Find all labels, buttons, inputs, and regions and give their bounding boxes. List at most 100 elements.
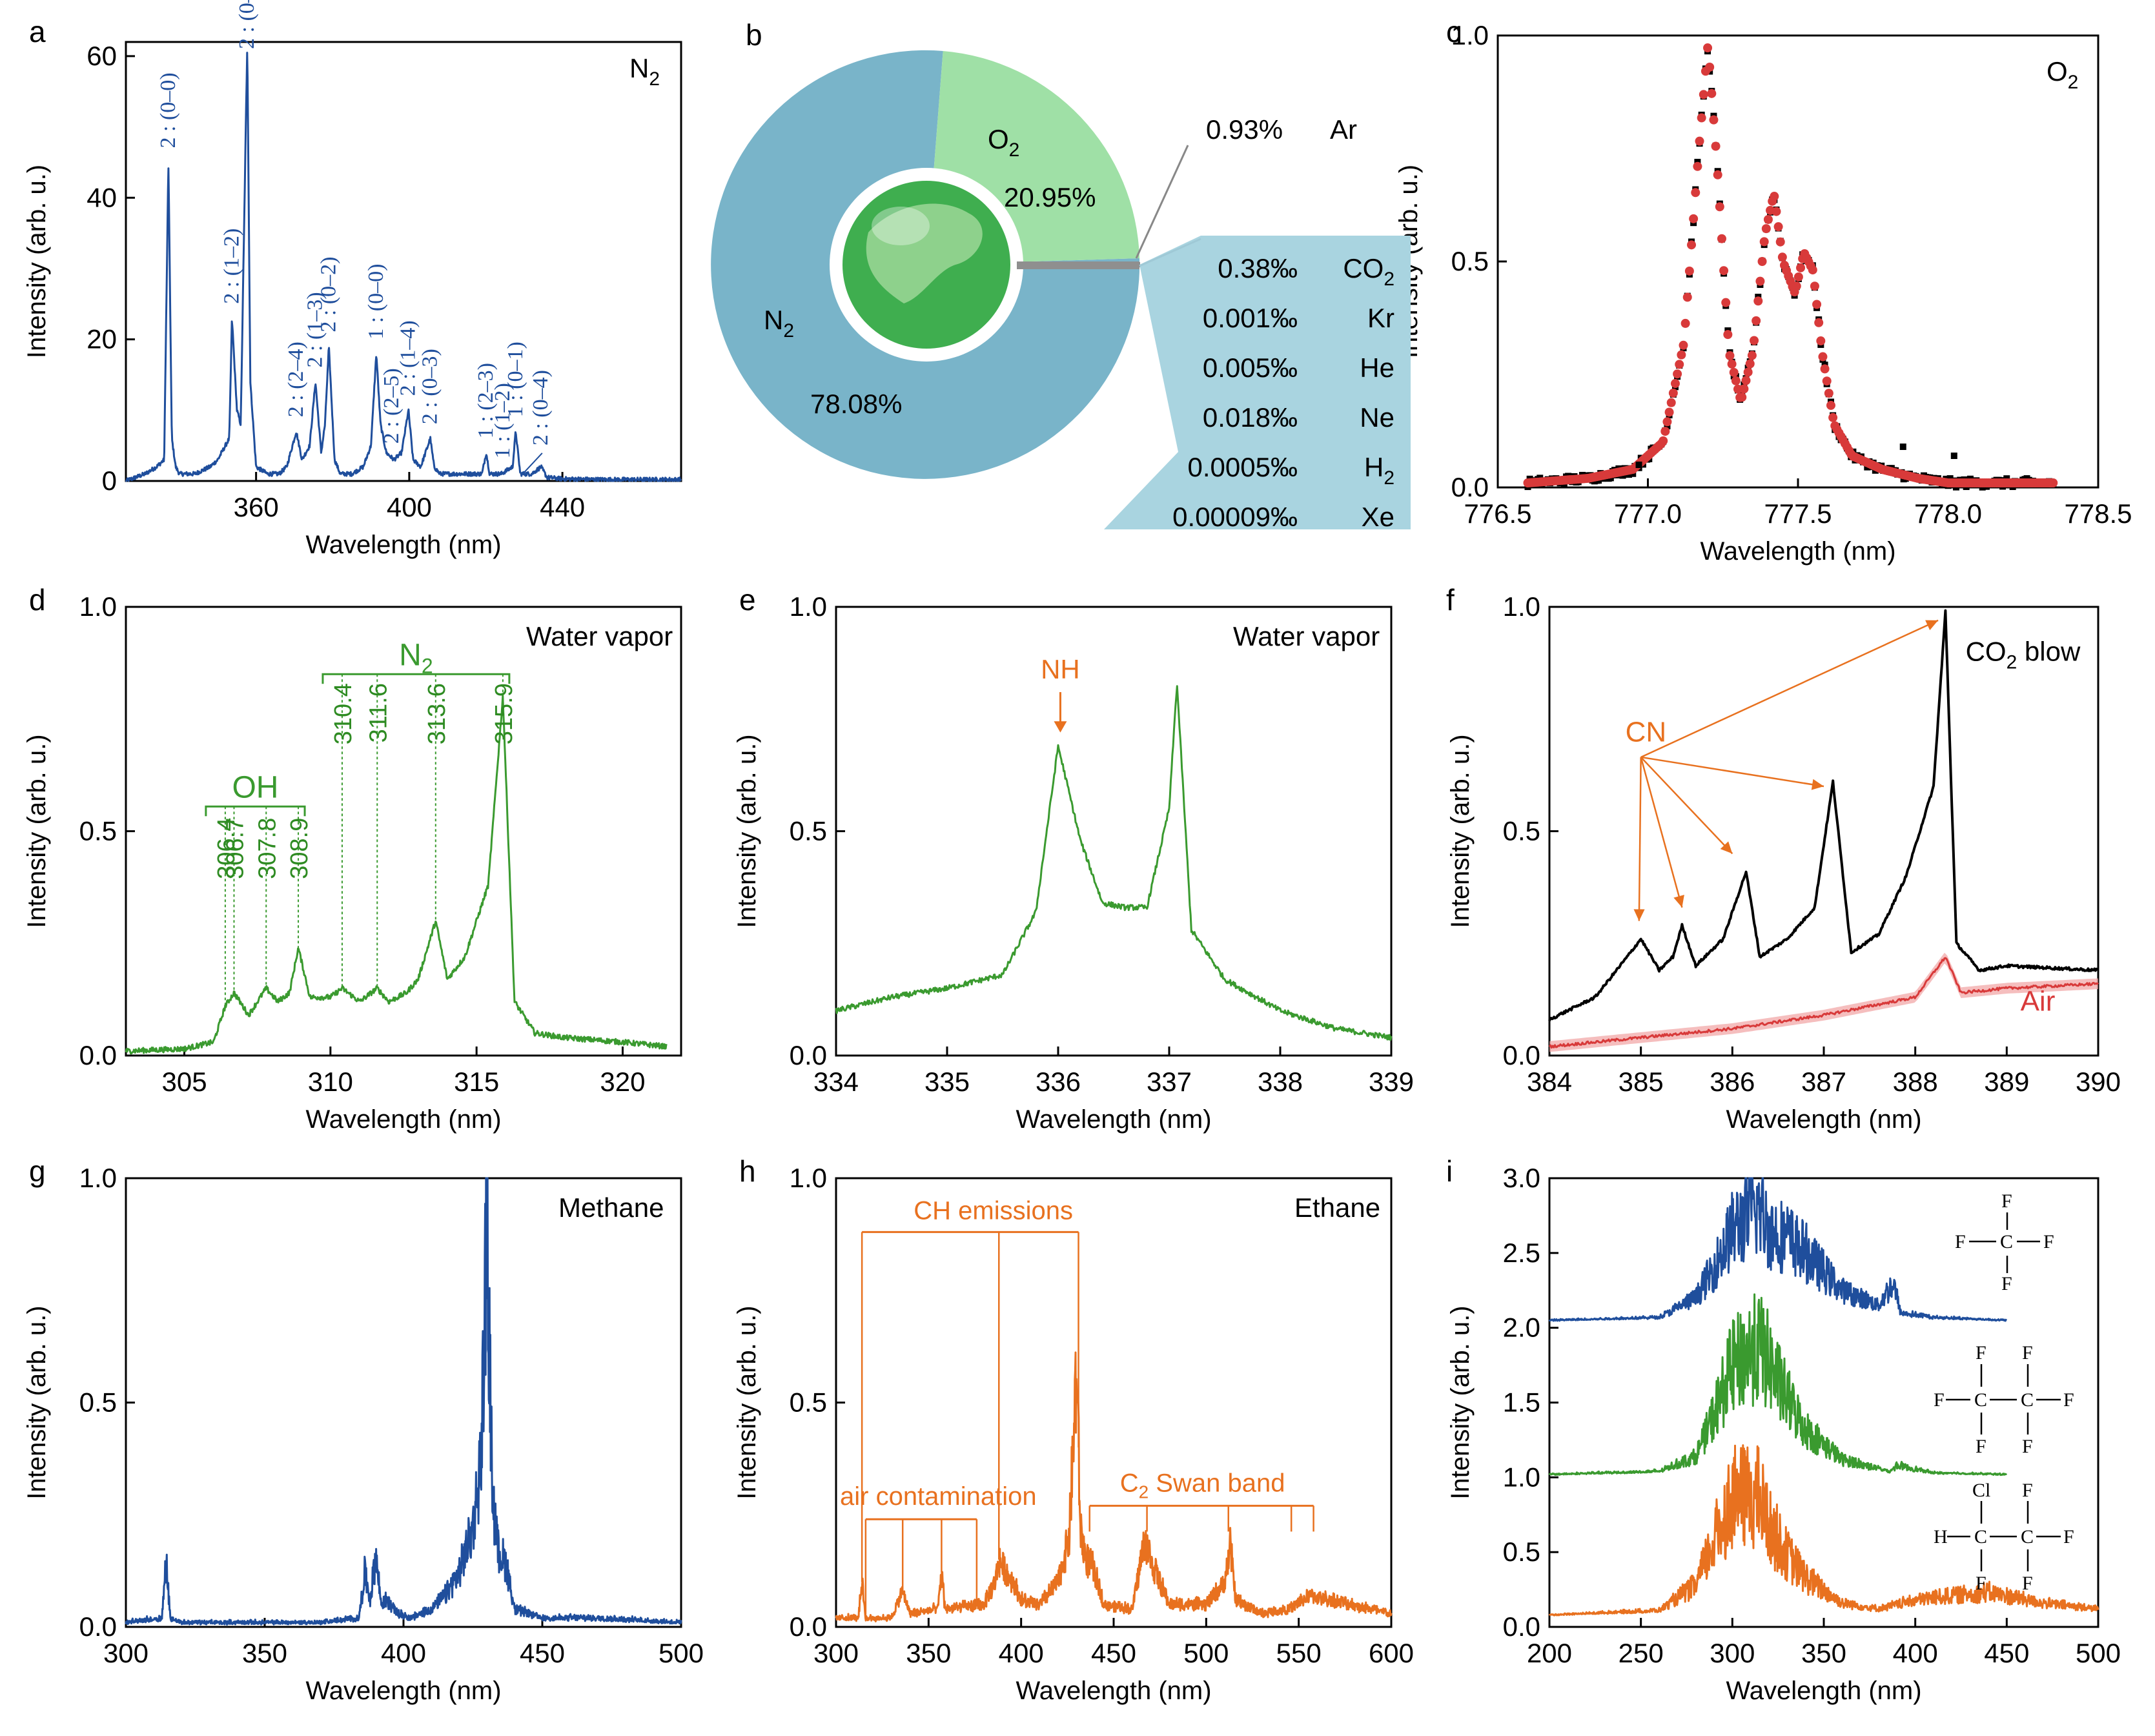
- x-tick-label: 400: [1893, 1638, 1938, 1668]
- fit-point: [1812, 300, 1822, 309]
- transition-label: 2 : (2–5): [380, 368, 403, 444]
- fit-point: [1677, 350, 1686, 360]
- y-tick-label: 0.0: [790, 1040, 827, 1070]
- wavelength-label: 310.4: [330, 683, 357, 744]
- atom: C: [2021, 1526, 2034, 1547]
- x-tick-label: 450: [1984, 1638, 2029, 1668]
- y-tick-label: 0.0: [1451, 472, 1489, 502]
- panel-c-axes: 776.5 777.0 777.5 778.0 778.5 0.0 0.5 1.0 Wavele…: [1394, 15, 2132, 566]
- trace-gas-value: 0.00009‰: [1172, 502, 1298, 532]
- panel-g-axes: 300 350 400 450 500 0.0 0.5 1.0 Wavelength (nm) I…: [23, 1154, 704, 1705]
- series-line-CF4: [1548, 1177, 2008, 1322]
- atom: F: [2022, 1436, 2033, 1457]
- y-axis-title: Intensity (arb. u.): [1446, 734, 1475, 928]
- methane-line: [125, 1177, 682, 1626]
- y-axis-title: Intensity (arb. u.): [23, 734, 51, 928]
- wavelength-label: 311.6: [365, 683, 392, 742]
- wavelength-label: 308.9: [286, 818, 313, 879]
- y-axis-title: Intensity (arb. u.): [733, 734, 761, 928]
- transition-label: 1 : (1–2): [491, 383, 515, 458]
- bonds: [1969, 1212, 2040, 1273]
- fit-point: [1731, 376, 1741, 385]
- fit-point: [1816, 336, 1826, 346]
- panel-label-f: f: [1446, 583, 1455, 617]
- y-tick-label: 0.5: [1451, 246, 1489, 276]
- panel-g-title: Methane: [558, 1192, 664, 1223]
- atom: F: [2063, 1526, 2074, 1547]
- fit-point: [1682, 292, 1692, 302]
- x-tick-label: 305: [161, 1067, 207, 1097]
- x-tick-label: 335: [924, 1067, 970, 1097]
- plot-layer: 360 400 440 0 20 40 60 Wavelength (nm) Intensity…: [23, 0, 2132, 1705]
- x-tick-label: 384: [1527, 1067, 1572, 1097]
- atom: F: [1934, 1389, 1945, 1411]
- transition-label: 2 : (0–4): [529, 370, 553, 445]
- trace-gas-name: Kr: [1367, 303, 1394, 333]
- x-tick-label: 500: [659, 1638, 704, 1668]
- fit-point: [1745, 359, 1755, 369]
- y-tick-label: 0: [102, 465, 117, 496]
- y-tick-label: 0.5: [79, 1387, 117, 1418]
- fit-point: [1679, 340, 1688, 350]
- wavelength-label: 313.6: [424, 683, 451, 744]
- panel-label-b: b: [746, 18, 762, 52]
- transition-label: 1 : (0–1): [504, 342, 527, 417]
- x-tick-label: 390: [2076, 1067, 2121, 1097]
- atom: F: [2043, 1231, 2054, 1252]
- n2-spectrum-line: [125, 52, 682, 482]
- x-axis-title: Wavelength (nm): [1726, 1677, 1921, 1705]
- atom: Cl: [1972, 1480, 1990, 1501]
- panel-f-axes: 384 385 386 387 388 389 390 0.0 0.5 1.0 Wavelength…: [1446, 583, 2121, 1134]
- panel-label-i: i: [1446, 1154, 1453, 1188]
- molecule-cf4: F F C F F: [1955, 1190, 2054, 1294]
- atom: F: [2022, 1573, 2033, 1594]
- molecule-c2hclf4: Cl F H C C F F F: [1934, 1480, 2074, 1594]
- x-tick-label: 600: [1369, 1638, 1414, 1668]
- fit-point: [1796, 263, 1806, 272]
- water-vapor-line-e: [835, 685, 1393, 1041]
- x-tick-label: 388: [1893, 1067, 1938, 1097]
- trace-gas-value: 0.005‰: [1203, 352, 1298, 383]
- y-axis-title: Intensity (arb. u.): [733, 1305, 761, 1499]
- panel-d-title: Water vapor: [526, 621, 673, 651]
- fit-point: [1793, 272, 1803, 281]
- fit-point: [1695, 136, 1704, 146]
- fit-point: [1664, 407, 1674, 417]
- x-axis-title: Wavelength (nm): [1700, 537, 1895, 566]
- y-tick-label: 0.0: [79, 1040, 117, 1070]
- x-tick-label: 400: [999, 1638, 1044, 1668]
- trace-gas-value: 0.0005‰: [1188, 452, 1298, 482]
- transition-label: 2 : (2–4): [284, 342, 308, 417]
- cn-arrow: [1638, 757, 1642, 921]
- fit-point: [1824, 389, 1833, 398]
- x-tick-label: 336: [1036, 1067, 1081, 1097]
- fit-point: [1687, 240, 1697, 250]
- ar-slice-highlight: [1017, 261, 1139, 269]
- fit-point: [1721, 298, 1731, 307]
- cn-arrow: [1640, 757, 1683, 908]
- transition-label: 2 : (1–4): [396, 320, 420, 396]
- fit-point: [1775, 237, 1785, 247]
- atom: F: [2001, 1273, 2012, 1294]
- y-tick-label: 0.0: [790, 1611, 827, 1642]
- x-axis-title: Wavelength (nm): [305, 531, 501, 559]
- fit-point: [1697, 113, 1706, 123]
- panel-i-axes: 200 250 300 350 400 450 500 0.0 0.5 1.0 1.5 2.0 2.5 3…: [1446, 1154, 2121, 1705]
- x-tick-label: 350: [242, 1638, 287, 1668]
- transition-label: 1 : (2–3): [474, 363, 498, 438]
- fit-point: [1725, 351, 1735, 360]
- pie-value-ar: 0.93%: [1206, 114, 1283, 145]
- x-tick-label: 338: [1258, 1067, 1303, 1097]
- panel-e-axes: 334 335 336 337 338 339 0.0 0.5 1.0 Wavelength (n…: [733, 583, 1414, 1134]
- x-tick-label: 315: [454, 1067, 499, 1097]
- x-tick-label: 440: [540, 492, 585, 522]
- fit-point: [1810, 281, 1819, 291]
- x-tick-label: 776.5: [1464, 498, 1531, 529]
- fit-point: [1755, 276, 1765, 286]
- y-tick-label: 1.0: [1503, 1462, 1540, 1492]
- trace-gas-value: 0.018‰: [1203, 402, 1298, 433]
- fit-point: [1741, 376, 1751, 385]
- cn-arrow: [1640, 756, 1733, 855]
- fit-point: [1743, 367, 1753, 377]
- y-tick-label: 1.0: [1503, 591, 1540, 622]
